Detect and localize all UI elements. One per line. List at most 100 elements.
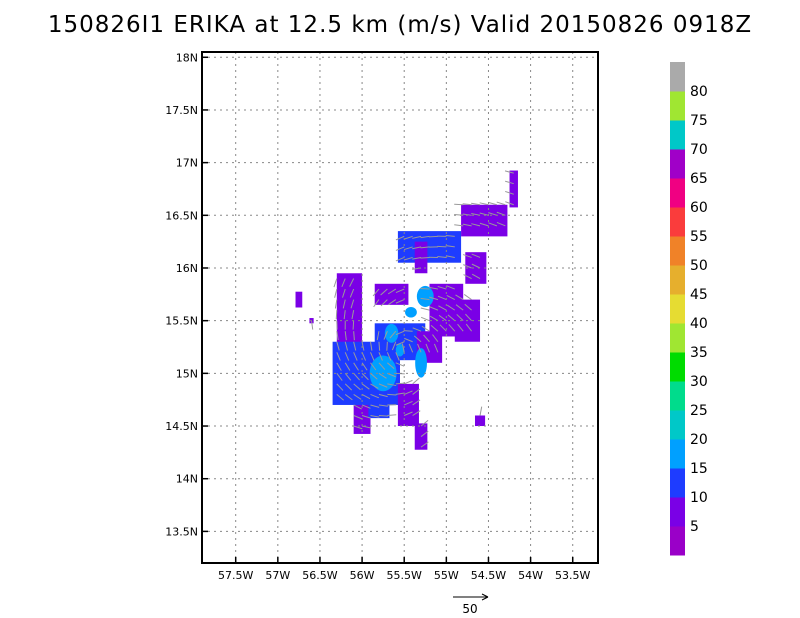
- wind-vector: [336, 341, 340, 351]
- wind-vector: [412, 256, 422, 260]
- y-tick-label: 18N: [176, 51, 198, 64]
- colorbar-label: 25: [690, 403, 708, 419]
- reference-vector-label: 50: [462, 602, 477, 616]
- colorbar-label: 35: [690, 345, 708, 361]
- wind-maximum: [416, 285, 434, 307]
- wind-vector: [387, 383, 397, 387]
- wind-vector: [445, 245, 455, 248]
- wind-vector: [471, 273, 481, 279]
- colorbar-segment: [670, 410, 685, 440]
- wind-vector: [437, 255, 447, 258]
- wind-vector: [353, 383, 361, 391]
- wind-vector: [386, 352, 392, 361]
- wind-vector: [387, 288, 397, 295]
- wind-vector: [361, 393, 371, 400]
- colorbar-segment: [670, 468, 685, 498]
- wind-vector: [372, 288, 380, 297]
- colorbar-label: 55: [690, 229, 708, 245]
- wind-cell: [336, 273, 363, 348]
- wind-vector: [446, 285, 455, 290]
- wind-vector: [378, 352, 383, 361]
- x-tick-label: 55.5W: [387, 569, 422, 582]
- colorbar-label: 30: [690, 374, 708, 390]
- wind-vector: [403, 235, 413, 240]
- wind-vector: [463, 264, 472, 269]
- wind-vector: [378, 372, 387, 379]
- wind-vector: [370, 362, 377, 371]
- colorbar-segment: [670, 120, 685, 150]
- colorbar-segment: [670, 236, 685, 266]
- wind-vector: [403, 256, 413, 261]
- wind-vector: [350, 299, 355, 309]
- wind-vector: [505, 201, 514, 206]
- wind-vector: [437, 285, 447, 290]
- wind-vector: [479, 212, 489, 216]
- wind-vector: [378, 341, 381, 351]
- wind-vector: [420, 297, 430, 301]
- colorbar-label: 65: [690, 171, 708, 187]
- wind-vector: [412, 410, 421, 416]
- wind-vector: [462, 203, 472, 206]
- wind-vector: [413, 335, 422, 343]
- colorbar-segment: [670, 265, 685, 295]
- wind-vector: [430, 324, 439, 332]
- wind-vector: [336, 383, 344, 391]
- wind-vector: [353, 404, 362, 410]
- wind-vector: [403, 330, 413, 332]
- wind-vector: [404, 379, 413, 385]
- wind-vector: [496, 201, 506, 206]
- wind-vector: [344, 331, 347, 341]
- reference-vector: 50: [453, 593, 489, 616]
- wind-vector: [378, 414, 388, 417]
- wind-vector: [336, 394, 344, 401]
- wind-vector: [423, 334, 430, 343]
- reference-arrow-head: [481, 593, 489, 601]
- wind-vector: [351, 310, 355, 320]
- wind-cell: [374, 283, 409, 305]
- colorbar-label: 80: [690, 84, 708, 100]
- wind-vector: [370, 393, 380, 399]
- wind-vector: [378, 393, 388, 398]
- wind-vector: [448, 324, 456, 332]
- wind-vector: [395, 352, 400, 361]
- wind-vector: [446, 295, 455, 301]
- wind-vector: [361, 352, 367, 361]
- wind-vector: [464, 303, 472, 311]
- wind-vector: [439, 324, 447, 332]
- wind-cell: [295, 291, 303, 308]
- colorbar-segment: [670, 497, 685, 527]
- wind-vector: [445, 255, 455, 258]
- wind-vector: [389, 330, 397, 339]
- colorbar-segment: [670, 91, 685, 121]
- colorbar: 5 10 15 20 25 30 35 40 45 50 55 60 65 70 75 80: [670, 62, 708, 556]
- wind-vector: [471, 263, 481, 269]
- wind-vector: [341, 278, 346, 288]
- wind-vector: [420, 430, 429, 437]
- x-tick-label: 53.5W: [555, 569, 590, 582]
- wind-vector: [373, 299, 380, 308]
- wind-vector: [404, 390, 413, 395]
- wind-vector: [336, 373, 343, 381]
- wind-vector: [352, 320, 355, 330]
- wind-vector: [471, 253, 481, 258]
- wind-vector: [403, 246, 413, 251]
- wind-vector: [412, 388, 421, 395]
- wind-vector: [433, 343, 439, 353]
- wind-vector: [505, 190, 514, 195]
- x-tick-label: 56.5W: [302, 569, 337, 582]
- wind-vector: [343, 310, 346, 320]
- wind-vector: [412, 327, 422, 332]
- wind-vector: [463, 294, 472, 301]
- x-tick-label: 55W: [434, 569, 459, 582]
- wind-vector: [457, 323, 464, 332]
- wind-vector: [471, 202, 481, 206]
- colorbar-segment: [670, 381, 685, 411]
- wind-vector: [395, 330, 405, 336]
- wind-vector: [462, 213, 472, 216]
- colorbar-label: 20: [690, 432, 708, 448]
- wind-vector: [333, 278, 338, 288]
- wind-vector: [335, 310, 338, 320]
- wind-vector: [412, 235, 422, 239]
- wind-vector: [378, 383, 388, 388]
